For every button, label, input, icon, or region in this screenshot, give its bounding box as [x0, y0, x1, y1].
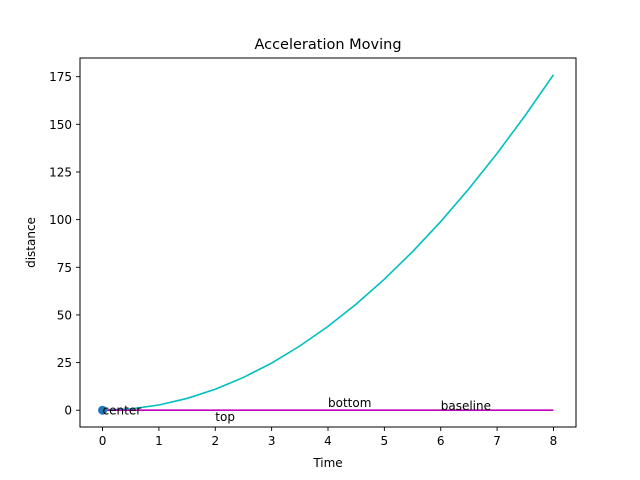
x-tick-label: 6 — [437, 434, 445, 448]
y-tick-label: 50 — [57, 308, 72, 322]
x-tick-label: 2 — [211, 434, 219, 448]
y-tick-label: 25 — [57, 356, 72, 370]
x-tick-label: 4 — [324, 434, 332, 448]
plot-points — [98, 405, 108, 415]
annotation-center: center — [103, 404, 142, 418]
y-tick-label: 0 — [64, 404, 72, 418]
chart-title: Acceleration Moving — [254, 37, 401, 53]
y-axis-ticks: 0 25 50 75 100 125 150 175 — [49, 70, 80, 418]
x-tick-label: 1 — [155, 434, 163, 448]
x-tick-label: 3 — [268, 434, 276, 448]
annotation-baseline: baseline — [441, 399, 491, 413]
x-tick-label: 0 — [99, 434, 107, 448]
series-line-0 — [102, 74, 555, 412]
x-tick-label: 5 — [381, 434, 389, 448]
x-axis-label: Time — [312, 456, 342, 470]
y-tick-label: 150 — [49, 118, 72, 132]
plot-series — [102, 74, 555, 412]
x-tick-label: 8 — [550, 434, 558, 448]
y-tick-label: 125 — [49, 165, 72, 179]
y-tick-label: 75 — [57, 261, 72, 275]
data-point-0 — [98, 405, 108, 415]
annotation-top: top — [215, 410, 235, 424]
y-tick-label: 100 — [49, 213, 72, 227]
x-axis-ticks: 0 1 2 3 4 5 6 7 8 — [99, 427, 558, 448]
y-tick-label: 175 — [49, 70, 72, 84]
plot-annotations: center top bottom baseline — [103, 396, 491, 424]
x-tick-label: 7 — [493, 434, 501, 448]
annotation-bottom: bottom — [328, 396, 371, 410]
y-axis-label: distance — [24, 217, 38, 268]
